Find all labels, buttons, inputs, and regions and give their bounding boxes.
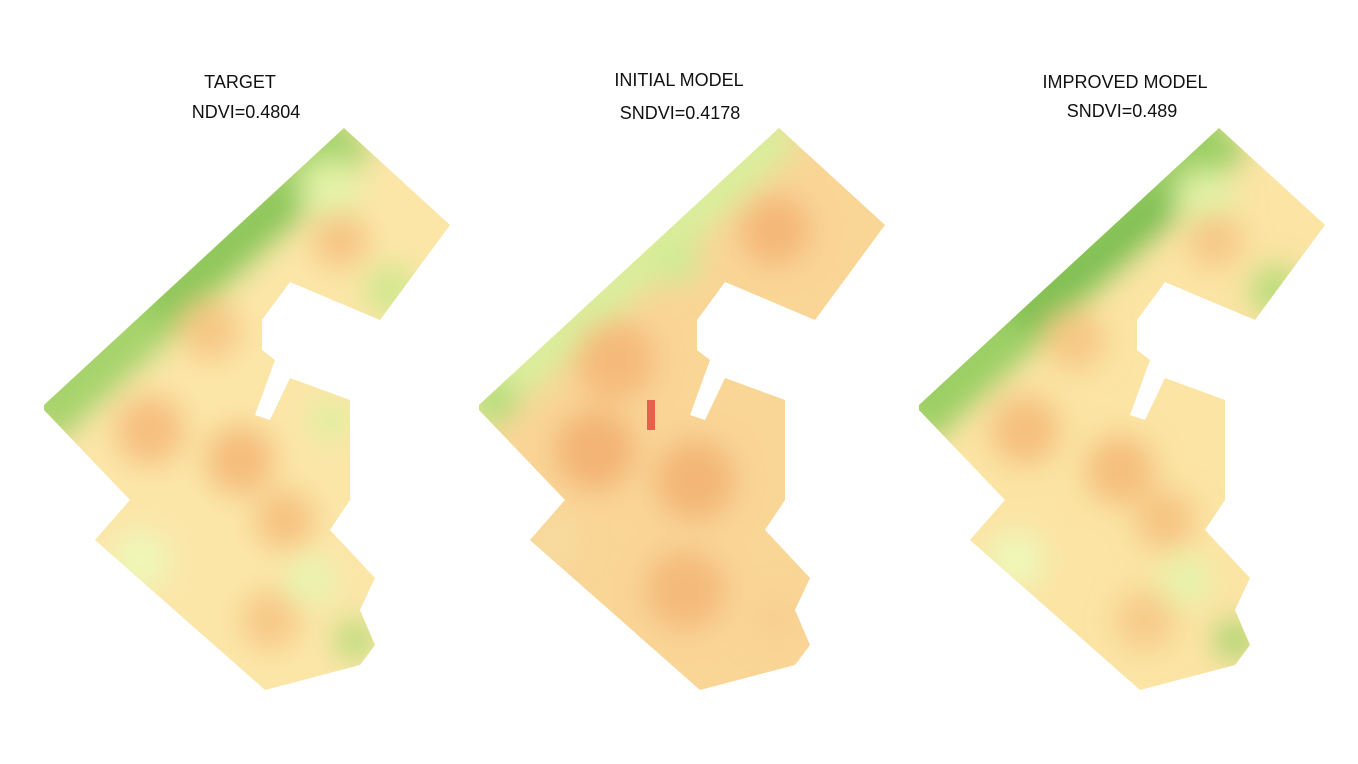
field-map — [44, 128, 450, 690]
field-map — [479, 128, 885, 690]
panel-metric: NDVI=0.4804 — [192, 102, 301, 122]
panel-title: TARGET — [204, 72, 276, 92]
panel-title: INITIAL MODEL — [614, 70, 743, 90]
panel-title: IMPROVED MODEL — [1042, 72, 1207, 92]
panel-metric: SNDVI=0.4178 — [620, 103, 741, 123]
panel-metric: SNDVI=0.489 — [1067, 101, 1178, 121]
field-map — [919, 128, 1325, 690]
hotspot — [647, 400, 655, 430]
